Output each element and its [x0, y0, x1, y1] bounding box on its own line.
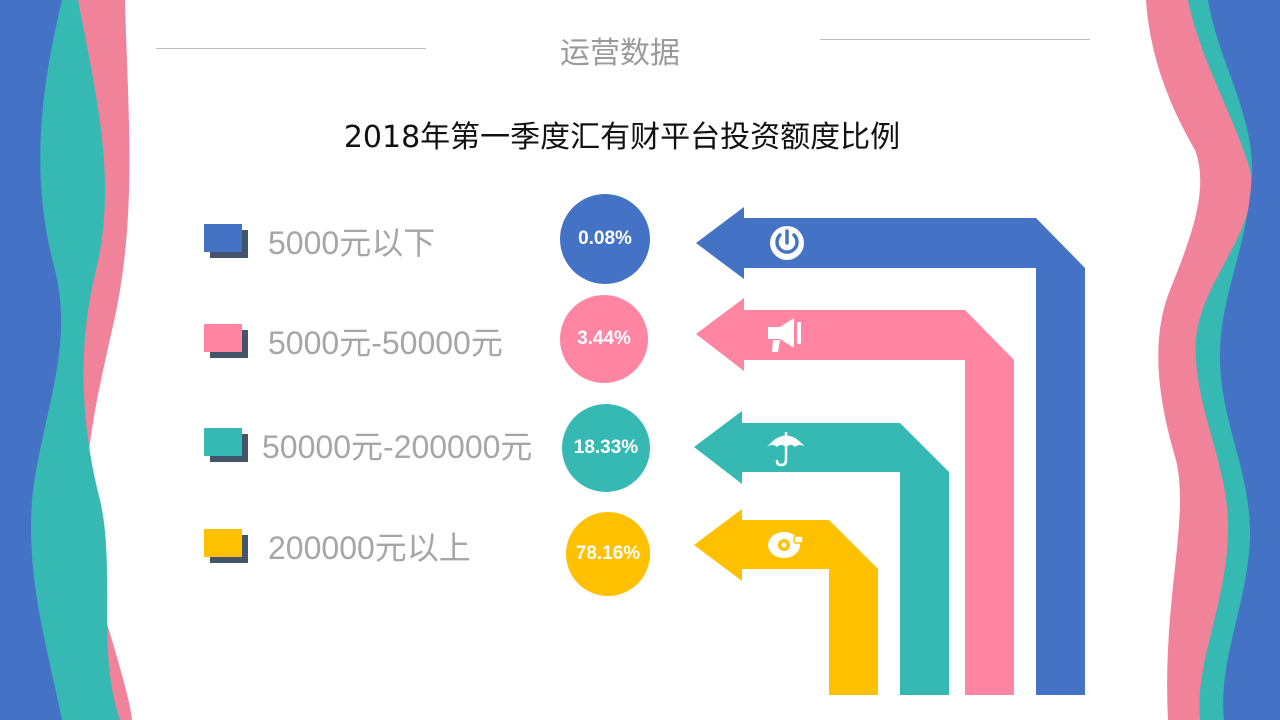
arrow-1 — [696, 207, 1085, 695]
legend-swatch-4 — [204, 529, 248, 563]
section-title: 运营数据 — [560, 36, 680, 71]
legend-swatch-1 — [204, 224, 248, 258]
legend-swatch-2 — [204, 324, 248, 358]
header-line-left — [156, 48, 426, 49]
arrow-3 — [694, 411, 949, 695]
right-wave-blue — [1208, 0, 1280, 720]
umbrella-icon — [767, 432, 805, 467]
legend-swatch-3 — [204, 428, 248, 462]
value-label-2: 3.44% — [560, 295, 648, 383]
header-line-right — [820, 39, 1090, 40]
megaphone-icon — [768, 318, 801, 352]
disc-icon — [768, 532, 804, 558]
chart-title: 2018年第一季度汇有财平台投资额度比例 — [343, 120, 901, 155]
power-icon — [770, 226, 804, 260]
value-label-1: 0.08% — [560, 194, 650, 284]
value-label-3: 18.33% — [562, 404, 650, 492]
value-label-4: 78.16% — [566, 512, 650, 596]
arrow-4 — [694, 509, 878, 695]
left-wave-blue — [0, 0, 62, 720]
legend-label-2: 5000元-50000元 — [268, 325, 503, 361]
legend-label-3: 50000元-200000元 — [262, 429, 533, 465]
legend-label-1: 5000元以下 — [268, 225, 436, 261]
arrow-2 — [696, 298, 1014, 695]
legend-label-4: 200000元以上 — [268, 530, 471, 566]
